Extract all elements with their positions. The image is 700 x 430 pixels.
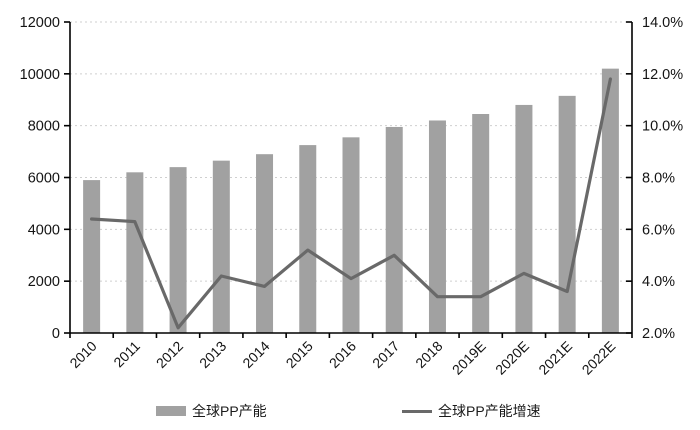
bar-2022E — [601, 68, 619, 334]
left-tick-label-8000: 8000 — [28, 119, 60, 135]
x-label-2010: 2010 — [66, 338, 99, 371]
right-tick-label-8.0%: 8.0% — [642, 171, 675, 187]
left-tick-label-6000: 6000 — [28, 171, 60, 187]
legend-item-capacity: 全球PP产能 — [156, 401, 267, 421]
bar-2017 — [385, 126, 403, 334]
x-label-2017: 2017 — [369, 338, 402, 371]
right-tick-label-12.0%: 12.0% — [642, 67, 683, 83]
legend-growth-label: 全球PP产能增速 — [438, 403, 541, 419]
bar-2018 — [428, 120, 446, 333]
x-label-2012: 2012 — [153, 338, 186, 371]
bar-2011 — [126, 172, 144, 333]
x-label-2022E: 2022E — [579, 338, 619, 378]
bar-2020E — [515, 104, 533, 333]
x-label-2011: 2011 — [110, 338, 143, 371]
x-label-2015: 2015 — [283, 338, 316, 371]
right-tick-label-4.0%: 4.0% — [642, 274, 675, 290]
right-tick-label-2.0%: 2.0% — [642, 326, 675, 342]
bar-2014 — [256, 154, 274, 333]
bar-2021E — [558, 95, 576, 333]
left-tick-label-4000: 4000 — [28, 222, 60, 238]
bar-2013 — [212, 160, 230, 333]
bar-2012 — [169, 167, 187, 333]
left-tick-label-2000: 2000 — [28, 274, 60, 290]
x-label-2021E: 2021E — [535, 338, 575, 378]
x-label-2018: 2018 — [412, 338, 445, 371]
legend-item-growth: 全球PP产能增速 — [402, 401, 541, 421]
legend-capacity-label: 全球PP产能 — [192, 403, 267, 419]
right-tick-label-14.0%: 14.0% — [642, 15, 683, 31]
bar-2016 — [342, 137, 360, 333]
bar-2019E — [472, 114, 490, 333]
legend-line-swatch — [402, 409, 432, 413]
bar-2015 — [299, 145, 317, 333]
right-tick-label-10.0%: 10.0% — [642, 119, 683, 135]
x-label-2013: 2013 — [196, 338, 229, 371]
bar-2010 — [83, 180, 101, 333]
x-label-2016: 2016 — [326, 338, 359, 371]
x-label-2019E: 2019E — [449, 338, 489, 378]
x-label-2014: 2014 — [239, 338, 272, 371]
legend-bar-swatch — [156, 406, 186, 416]
growth-line — [89, 77, 613, 330]
right-tick-label-6.0%: 6.0% — [642, 222, 675, 238]
x-label-2020E: 2020E — [492, 338, 532, 378]
left-tick-label-0: 0 — [52, 326, 60, 342]
left-tick-label-10000: 10000 — [20, 67, 60, 83]
left-tick-label-12000: 12000 — [20, 15, 60, 31]
